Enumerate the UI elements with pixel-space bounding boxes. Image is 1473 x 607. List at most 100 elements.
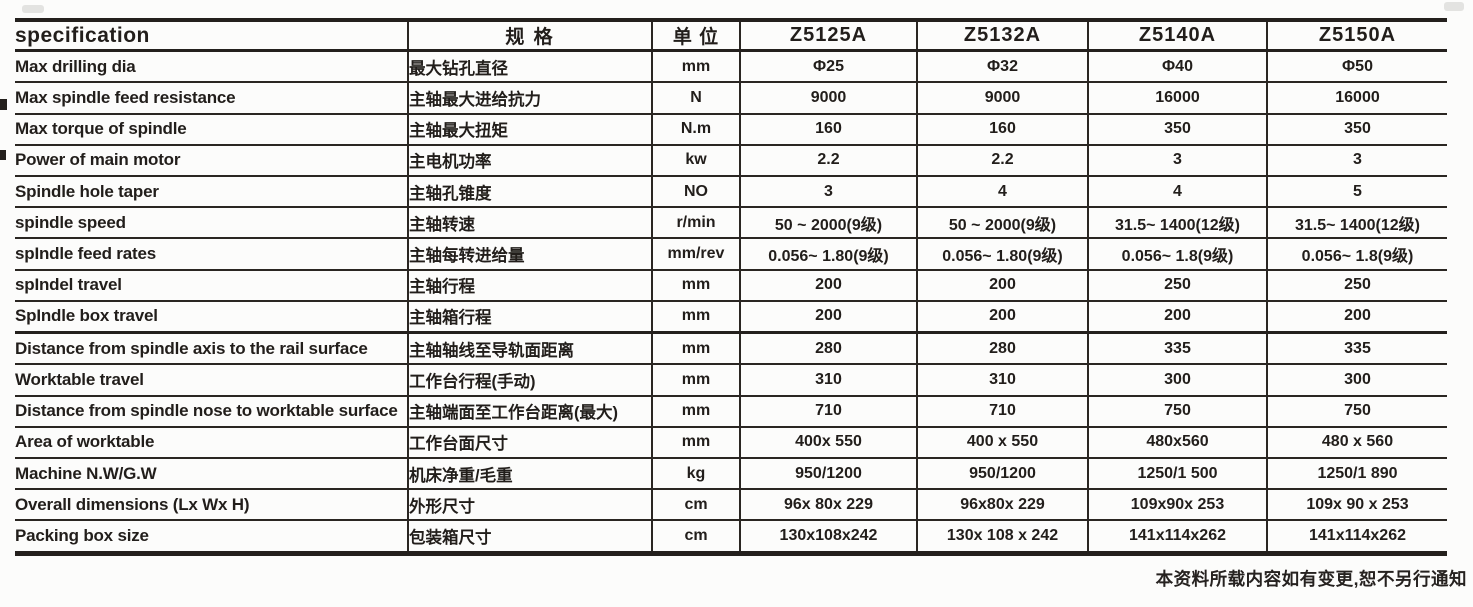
row-label-zh: 主轴每转进给量 xyxy=(407,238,652,270)
cell-value: 300 xyxy=(1266,364,1447,396)
row-unit: cm xyxy=(651,520,740,554)
cell-value: 310 xyxy=(739,364,917,396)
row-unit: mm/rev xyxy=(651,238,740,270)
row-label-zh: 外形尺寸 xyxy=(407,489,652,521)
cell-value: 3 xyxy=(1266,144,1447,176)
row-unit: mm xyxy=(651,426,740,458)
cell-value: 160 xyxy=(916,113,1088,145)
cell-value: 300 xyxy=(1087,364,1267,396)
row-label-zh: 主轴最大扭矩 xyxy=(407,113,652,145)
cell-value: 16000 xyxy=(1266,82,1447,114)
scan-smudge xyxy=(1444,2,1464,11)
row-label-zh: 主轴孔锥度 xyxy=(407,175,652,208)
row-unit: mm xyxy=(651,300,740,333)
cell-value: 350 xyxy=(1266,113,1447,145)
cell-value: 96x80x 229 xyxy=(916,489,1088,521)
cell-value: 750 xyxy=(1087,395,1267,427)
row-label-en: Max torque of spindle xyxy=(15,119,187,139)
cell-value: 400 x 550 xyxy=(916,426,1088,458)
table-row: Worktable travel 工作台行程(手动) mm 310 310 300 300 xyxy=(15,364,1447,396)
spec-table: specification 规 格 单 位 Z5125A Z5132A Z514… xyxy=(15,18,1447,556)
cell-value: 160 xyxy=(739,113,917,145)
cell-value: 4 xyxy=(1087,175,1267,208)
cell-value: 4 xyxy=(916,175,1088,208)
cell-value: 480 x 560 xyxy=(1266,426,1447,458)
row-label-en: SpIndle box travel xyxy=(15,306,158,326)
row-unit: r/min xyxy=(651,207,740,239)
row-label-en: spIndel travel xyxy=(15,275,122,295)
cell-value: 750 xyxy=(1266,395,1447,427)
cell-value: 400x 550 xyxy=(739,426,917,458)
row-label-en: Spindle hole taper xyxy=(15,181,159,201)
cell-value: 280 xyxy=(739,332,917,365)
row-label-en: Overall dimensions (Lx Wx H) xyxy=(15,494,250,514)
table-row: spIndel travel 主轴行程 mm 200 200 250 250 xyxy=(15,269,1447,301)
cell-value: 0.056~ 1.8(9级) xyxy=(1087,238,1267,270)
row-label-zh: 主电机功率 xyxy=(407,144,652,176)
cell-value: 50 ~ 2000(9级) xyxy=(916,207,1088,239)
row-unit: mm xyxy=(651,269,740,301)
column-header-unit: 单 位 xyxy=(651,20,740,51)
cell-value: 350 xyxy=(1087,113,1267,145)
row-label-zh: 主轴转速 xyxy=(407,207,652,239)
footer-disclaimer: 本资料所载内容如有变更,恕不另行通知 xyxy=(1155,569,1467,589)
row-label-zh: 主轴最大进给抗力 xyxy=(407,82,652,114)
row-label-zh: 工作台行程(手动) xyxy=(407,364,652,396)
cell-value: 1250/1 500 xyxy=(1087,457,1267,490)
cell-value: 9000 xyxy=(739,82,917,114)
cell-value: 141x114x262 xyxy=(1266,520,1447,554)
row-unit: kg xyxy=(651,457,740,490)
cell-value: 200 xyxy=(739,300,917,333)
row-unit: mm xyxy=(651,395,740,427)
column-header-z5140a: Z5140A xyxy=(1087,20,1267,51)
cell-value: 31.5~ 1400(12级) xyxy=(1266,207,1447,239)
row-label-en: Max drilling dia xyxy=(15,56,136,76)
scan-smudge xyxy=(22,5,44,13)
row-unit: cm xyxy=(651,489,740,521)
cell-value: 0.056~ 1.80(9级) xyxy=(916,238,1088,270)
cell-value: 950/1200 xyxy=(739,457,917,490)
cell-value: Φ25 xyxy=(739,50,917,83)
cell-value: 109x90x 253 xyxy=(1087,489,1267,521)
row-label-zh: 最大钻孔直径 xyxy=(407,50,652,83)
spec-table-body: Max drilling dia 最大钻孔直径 mm Φ25 Φ32 Φ40 Φ50 Max … xyxy=(15,50,1447,554)
table-row: Max spindle feed resistance 主轴最大进给抗力 N 9000… xyxy=(15,82,1447,114)
row-label-en: Worktable travel xyxy=(15,369,144,389)
cell-value: 250 xyxy=(1087,269,1267,301)
cell-value: 480x560 xyxy=(1087,426,1267,458)
column-header-z5150a: Z5150A xyxy=(1266,20,1447,51)
cell-value: 280 xyxy=(916,332,1088,365)
cell-value: 1250/1 890 xyxy=(1266,457,1447,490)
cell-value: Φ32 xyxy=(916,50,1088,83)
cell-value: 0.056~ 1.80(9级) xyxy=(739,238,917,270)
row-label-zh: 工作台面尺寸 xyxy=(407,426,652,458)
row-unit: mm xyxy=(651,332,740,365)
table-row: spIndle feed rates 主轴每转进给量 mm/rev 0.056~ 1.… xyxy=(15,238,1447,270)
cell-value: 200 xyxy=(739,269,917,301)
cell-value: 200 xyxy=(916,269,1088,301)
column-header-z5125a: Z5125A xyxy=(739,20,917,51)
cell-value: 9000 xyxy=(916,82,1088,114)
cell-value: 200 xyxy=(1087,300,1267,333)
column-header-spec-cn: 规 格 xyxy=(407,20,652,51)
row-label-zh: 主轴箱行程 xyxy=(407,300,652,333)
table-row: Spindle hole taper 主轴孔锥度 NO 3 4 4 5 xyxy=(15,175,1447,208)
scan-artifact xyxy=(0,150,6,160)
table-row: spindle speed 主轴转速 r/min 50 ~ 2000(9级) 50 ~ … xyxy=(15,207,1447,239)
row-unit: N.m xyxy=(651,113,740,145)
table-row: Max drilling dia 最大钻孔直径 mm Φ25 Φ32 Φ40 Φ50 xyxy=(15,50,1447,83)
cell-value: 200 xyxy=(1266,300,1447,333)
cell-value: 3 xyxy=(1087,144,1267,176)
cell-value: 250 xyxy=(1266,269,1447,301)
row-unit: kw xyxy=(651,144,740,176)
cell-value: Φ50 xyxy=(1266,50,1447,83)
row-label-en: Distance from spindle nose to worktable … xyxy=(15,401,398,421)
cell-value: 2.2 xyxy=(916,144,1088,176)
cell-value: 31.5~ 1400(12级) xyxy=(1087,207,1267,239)
cell-value: 710 xyxy=(916,395,1088,427)
cell-value: 200 xyxy=(916,300,1088,333)
row-unit: N xyxy=(651,82,740,114)
column-header-specification: specification xyxy=(15,23,150,47)
row-label-zh: 主轴行程 xyxy=(407,269,652,301)
cell-value: 130x 108 x 242 xyxy=(916,520,1088,554)
